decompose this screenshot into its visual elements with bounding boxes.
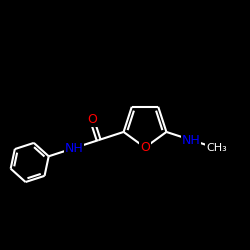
Text: NH: NH [182, 134, 201, 146]
Text: O: O [87, 113, 97, 126]
Text: O: O [140, 141, 150, 154]
Text: CH₃: CH₃ [206, 143, 227, 153]
Text: NH: NH [64, 142, 83, 155]
